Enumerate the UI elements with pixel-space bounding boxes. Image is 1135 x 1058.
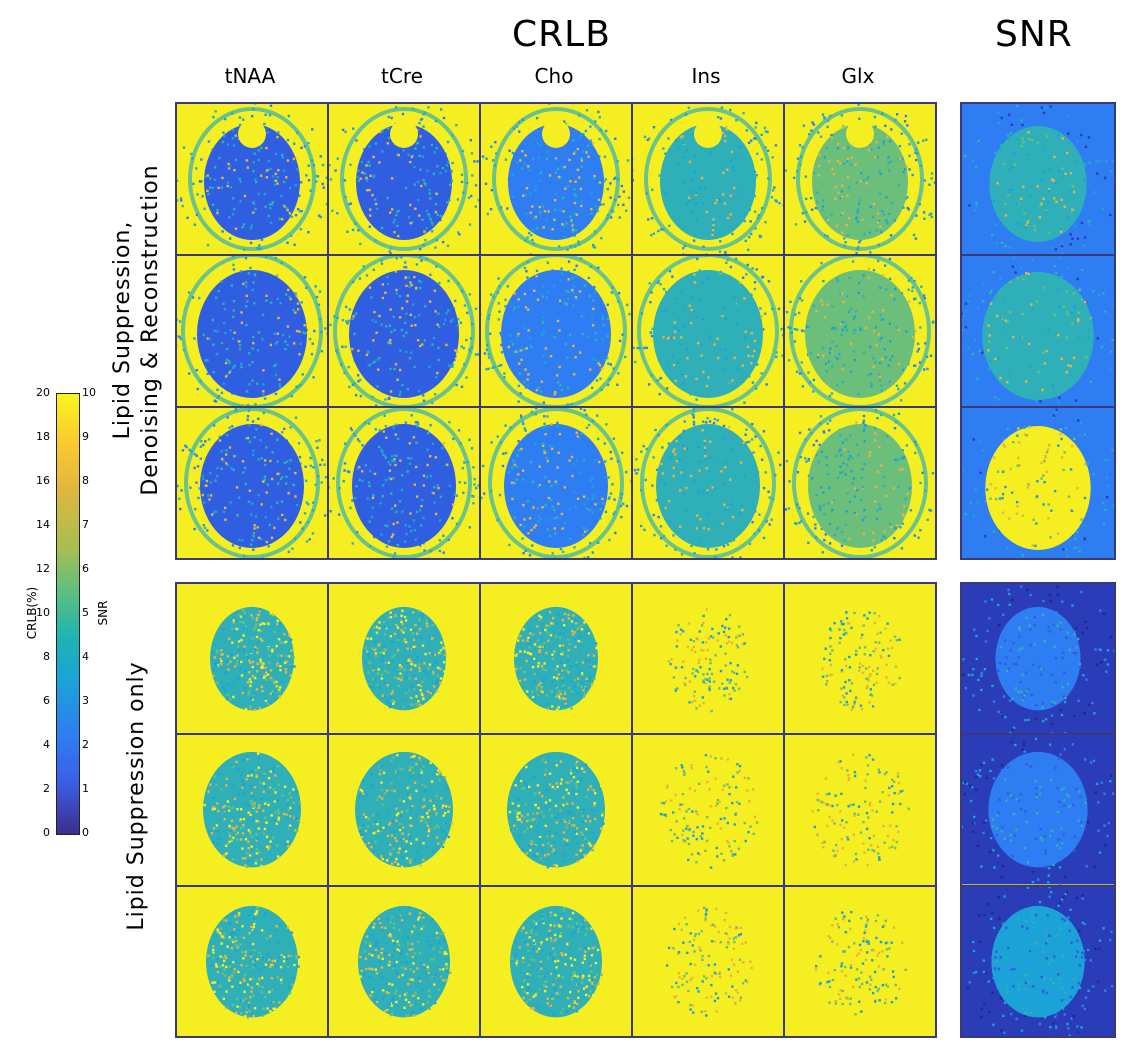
brain-map-tile	[785, 104, 935, 254]
colorbar-tick-right: 4	[82, 650, 89, 663]
colorbar-tick-left: 6	[43, 694, 50, 707]
brain-map-tile	[329, 735, 479, 885]
colorbar-tick-left: 20	[36, 386, 50, 399]
colorbar-tick-left: 18	[36, 430, 50, 443]
colorbar-tick-right: 0	[82, 826, 89, 839]
colorbar-tick-right: 8	[82, 474, 89, 487]
row-label-lipid-only: Lipid Suppression only	[123, 661, 151, 930]
brain-map-tile	[329, 104, 479, 254]
snr-map-column-denoised	[960, 102, 1116, 560]
brain-map-tile	[962, 584, 1114, 734]
brain-map-tile	[177, 104, 327, 254]
colorbar-tick-left: 2	[43, 782, 50, 795]
brain-map-tile	[633, 735, 783, 885]
brain-map-tile	[962, 408, 1114, 558]
brain-map-tile	[785, 408, 935, 558]
brain-map-tile	[962, 104, 1114, 254]
row-label-denoised-line1: Lipid Suppression,	[110, 220, 135, 440]
brain-map-tile	[481, 886, 631, 1036]
colorbar-tick-left: 14	[36, 518, 50, 531]
crlb-map-grid-lipid-only	[175, 582, 937, 1038]
column-label-glx: Glx	[841, 64, 875, 88]
brain-map-tile	[633, 584, 783, 734]
row-label-denoised: Lipid Suppression, Denoising & Reconstru…	[109, 164, 165, 495]
snr-map-column-lipid-only	[960, 582, 1116, 1038]
brain-map-tile	[633, 256, 783, 406]
brain-map-tile	[633, 408, 783, 558]
brain-map-tile	[633, 886, 783, 1036]
column-label-tnaa: tNAA	[224, 64, 276, 88]
crlb-title: CRLB	[512, 14, 611, 55]
colorbar-tick-right: 9	[82, 430, 89, 443]
brain-map-tile	[481, 584, 631, 734]
column-label-cho: Cho	[534, 64, 574, 88]
brain-map-tile	[785, 886, 935, 1036]
colorbar-tick-right: 10	[82, 386, 96, 399]
colorbar-tick-left: 10	[36, 606, 50, 619]
snr-title: SNR	[995, 14, 1073, 55]
colorbar	[56, 393, 80, 835]
brain-map-tile	[481, 408, 631, 558]
brain-map-tile	[329, 584, 479, 734]
colorbar-tick-right: 3	[82, 694, 89, 707]
brain-map-tile	[177, 584, 327, 734]
colorbar-right-label: SNR	[96, 600, 110, 626]
brain-map-tile	[177, 408, 327, 558]
colorbar-tick-right: 7	[82, 518, 89, 531]
colorbar-tick-left: 4	[43, 738, 50, 751]
colorbar-tick-left: 12	[36, 562, 50, 575]
colorbar-tick-left: 16	[36, 474, 50, 487]
brain-map-tile	[785, 584, 935, 734]
brain-map-tile	[962, 735, 1114, 885]
brain-map-tile	[177, 735, 327, 885]
colorbar-tick-left: 8	[43, 650, 50, 663]
colorbar-tick-right: 1	[82, 782, 89, 795]
brain-map-tile	[633, 104, 783, 254]
colorbar-left-label: CRLB(%)	[25, 586, 39, 640]
colorbar-tick-right: 6	[82, 562, 89, 575]
brain-map-tile	[177, 256, 327, 406]
row-label-denoised-line2: Denoising & Reconstruction	[138, 164, 163, 496]
brain-map-tile	[481, 104, 631, 254]
brain-map-tile	[329, 886, 479, 1036]
brain-map-tile	[785, 735, 935, 885]
brain-map-tile	[481, 735, 631, 885]
column-label-tcre: tCre	[381, 64, 423, 88]
colorbar-tick-right: 2	[82, 738, 89, 751]
brain-map-tile	[177, 886, 327, 1036]
brain-map-tile	[329, 256, 479, 406]
colorbar-tick-right: 5	[82, 606, 89, 619]
row-label-lipid-only-line1: Lipid Suppression only	[124, 661, 149, 931]
brain-map-tile	[962, 256, 1114, 406]
brain-map-tile	[962, 886, 1114, 1036]
crlb-map-grid-denoised	[175, 102, 937, 560]
brain-map-tile	[481, 256, 631, 406]
column-label-ins: Ins	[691, 64, 721, 88]
brain-map-tile	[785, 256, 935, 406]
colorbar-tick-left: 0	[43, 826, 50, 839]
brain-map-tile	[329, 408, 479, 558]
